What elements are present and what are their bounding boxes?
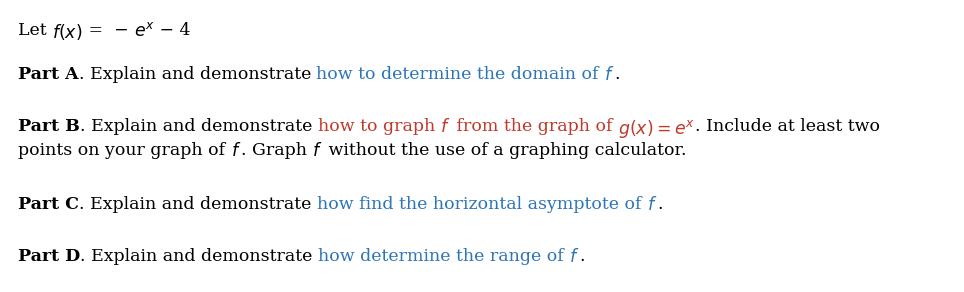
Text: Part C: Part C — [18, 196, 79, 213]
Text: . Include at least two: . Include at least two — [695, 118, 880, 135]
Text: − 4: − 4 — [154, 22, 191, 39]
Text: Part B: Part B — [18, 118, 80, 135]
Text: $f$: $f$ — [570, 248, 579, 266]
Text: $f$: $f$ — [312, 142, 323, 160]
Text: Part A: Part A — [18, 66, 79, 83]
Text: . Graph: . Graph — [241, 142, 312, 159]
Text: .: . — [615, 66, 620, 83]
Text: $f$: $f$ — [647, 196, 657, 214]
Text: $f(x)$: $f(x)$ — [52, 22, 83, 42]
Text: how to determine the domain of: how to determine the domain of — [316, 66, 604, 83]
Text: how determine the range of: how determine the range of — [318, 248, 570, 265]
Text: without the use of a graphing calculator.: without the use of a graphing calculator… — [323, 142, 686, 159]
Text: Part D: Part D — [18, 248, 80, 265]
Text: points on your graph of: points on your graph of — [18, 142, 230, 159]
Text: .: . — [579, 248, 585, 265]
Text: $e^x$: $e^x$ — [134, 22, 154, 40]
Text: . Explain and demonstrate: . Explain and demonstrate — [80, 248, 318, 265]
Text: $f$: $f$ — [441, 118, 451, 136]
Text: Let: Let — [18, 22, 52, 39]
Text: how to graph: how to graph — [318, 118, 441, 135]
Text: =  −: = − — [83, 22, 134, 39]
Text: how find the horizontal asymptote of: how find the horizontal asymptote of — [317, 196, 647, 213]
Text: . Explain and demonstrate: . Explain and demonstrate — [80, 118, 318, 135]
Text: from the graph of: from the graph of — [451, 118, 618, 135]
Text: $f$: $f$ — [230, 142, 241, 160]
Text: $g(x) = e^x$: $g(x) = e^x$ — [618, 118, 695, 140]
Text: .: . — [657, 196, 662, 213]
Text: . Explain and demonstrate: . Explain and demonstrate — [79, 196, 317, 213]
Text: . Explain and demonstrate: . Explain and demonstrate — [79, 66, 316, 83]
Text: $f$: $f$ — [604, 66, 615, 84]
